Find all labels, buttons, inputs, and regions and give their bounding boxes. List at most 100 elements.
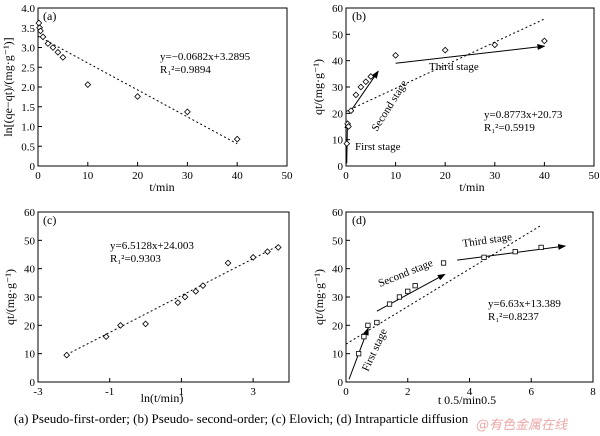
panel-b-ylabel: qt/(mg·g⁻¹) — [311, 59, 325, 115]
panel-b-ytick-label: 50 — [332, 29, 344, 41]
panel-a-xtick-label: 20 — [132, 170, 144, 182]
panel-b-ytick-label: 0 — [338, 161, 344, 173]
panel-b-ytick-label: 10 — [332, 135, 344, 147]
panel-d-xtick-label: 0 — [343, 386, 349, 398]
panel-b-ytick-label: 20 — [332, 108, 344, 120]
panel-b-data-point — [392, 52, 399, 59]
panel-a-ytick-label: 3.5 — [21, 23, 35, 35]
panel-b-data-point — [357, 83, 365, 91]
panel-c-data-point — [192, 287, 200, 295]
panel-d-equation: y=6.63x+13.389 — [488, 298, 561, 310]
watermark-text: @有色金属在线 — [476, 418, 568, 433]
panel-c-fit-line — [66, 245, 279, 356]
panel-a-xtick-label: 10 — [82, 170, 94, 182]
panel-a-xlabel: t/min — [149, 180, 174, 194]
panel-b-ytick-label: 60 — [332, 3, 344, 15]
panel-d-r2: R₁²=0.8237 — [488, 311, 539, 323]
panel-a-ytick-label: 4.0 — [21, 3, 35, 15]
panel-c-label: (c) — [43, 213, 56, 227]
panel-a-data-point — [37, 27, 44, 35]
panel-c-ytick-label: 60 — [24, 207, 36, 219]
panel-c-ytick-label: 20 — [24, 320, 36, 332]
panel-c-equation: y=6.5128x+24.003 — [110, 240, 194, 252]
panel-b-pseudo-second-order: (b) y=0.8773x+20.73 R₁²=0.5919 First sta… — [311, 3, 600, 194]
panel-b-fit-line — [345, 18, 545, 112]
panel-c-data-point — [181, 293, 189, 301]
panel-c-xtick-label: -3 — [33, 386, 43, 398]
panel-b-third-stage-label: Third stage — [429, 61, 479, 73]
panel-a-ytick-label: 3.0 — [21, 43, 35, 55]
panel-b-second-stage-label: Second stage — [369, 78, 410, 133]
panel-d-data-point — [412, 283, 418, 289]
panel-c-data-point — [63, 351, 71, 359]
panel-d-ylabel: qt/(mg·g⁻¹) — [312, 269, 326, 325]
panel-a-data-point — [84, 81, 92, 88]
panel-d-data-point — [512, 249, 518, 255]
panel-d-label: (d) — [352, 213, 366, 227]
panel-a-ytick-label: 2.0 — [21, 82, 35, 94]
panel-d-data-point — [374, 319, 380, 326]
panel-a-xtick-label: 0 — [35, 170, 41, 182]
panel-c-ytick-label: 10 — [24, 349, 36, 361]
panel-c-xtick-label: -1 — [105, 386, 114, 398]
panel-a-ylabel: ln[(qe−qt)/(mg·g⁻¹)] — [1, 37, 15, 136]
panel-d-ytick-label: 60 — [332, 207, 344, 219]
panel-d-ytick-label: 40 — [332, 264, 344, 276]
panel-d-ytick-label: 50 — [332, 235, 344, 247]
panel-d-data-point — [440, 260, 447, 266]
panel-a-data-point — [39, 33, 47, 41]
panel-b-data-point — [352, 91, 360, 99]
panel-a-data-point — [134, 93, 141, 100]
panel-a-data-point — [49, 44, 57, 51]
panel-d-xtick-label: 2 — [405, 386, 411, 398]
panel-a-data-point — [233, 135, 241, 143]
panel-b-data-point — [441, 46, 449, 54]
panel-d-xtick-label: 4 — [467, 386, 473, 398]
panel-a-ytick-label: 1.5 — [21, 102, 35, 114]
panel-b-stage-arrow-3 — [395, 44, 546, 64]
panel-a-data-point — [184, 108, 191, 116]
panel-c-data-point — [199, 282, 207, 290]
panel-d-stage-arrow-3 — [457, 243, 567, 261]
panel-b-xtick-label: 30 — [489, 170, 501, 182]
panel-b-stage-arrow-2 — [350, 70, 379, 111]
panel-a-data-point — [44, 40, 52, 47]
panel-c-frame — [37, 211, 290, 383]
panel-c-xlabel: ln(t/min) — [141, 391, 184, 405]
panel-c-data-point — [142, 320, 149, 328]
panel-a-data-point — [54, 48, 62, 56]
panel-b-first-stage-label: First stage — [355, 141, 401, 153]
panel-c-elovich: (c) y=6.5128x+24.003 R₁²=0.9303 ln(t/min… — [3, 207, 290, 405]
panel-b-data-point — [541, 37, 548, 45]
panel-a-data-point — [35, 19, 43, 27]
panel-a-xtick-label: 40 — [232, 170, 244, 182]
panel-a-label: (a) — [43, 9, 56, 23]
panel-d-data-point — [356, 351, 362, 357]
panel-b-data-point — [362, 78, 370, 86]
panel-c-data-point — [264, 248, 271, 256]
panel-d-data-point — [405, 288, 411, 294]
panel-a-data-point — [59, 54, 67, 61]
panel-b-xtick-label: 10 — [390, 170, 402, 182]
panel-b-data-point — [345, 123, 352, 130]
panel-d-ytick-label: 20 — [332, 320, 344, 332]
panel-c-data-point — [117, 321, 124, 329]
panel-d-data-point — [481, 254, 487, 260]
panel-d-ytick-label: 10 — [332, 349, 344, 361]
panel-c-data-point — [249, 253, 257, 261]
panel-b-data-point — [367, 73, 375, 80]
panel-b-data-point — [491, 41, 499, 49]
panel-d-xlabel: t 0.5/min0.5 — [438, 393, 496, 407]
panel-b-xtick-label: 0 — [343, 170, 349, 182]
panel-d-ytick-label: 0 — [338, 377, 344, 389]
panel-c-ytick-label: 50 — [24, 235, 36, 247]
panel-d-intraparticle-diffusion: (d) y=6.63x+13.389 R₁²=0.8237 First stag… — [312, 207, 596, 407]
panel-a-equation: y=−0.0682x+3.2895 — [160, 51, 251, 63]
panel-a-pseudo-first-order: (a) y=−0.0682x+3.2895 R₁²=0.9894 t/min l… — [1, 3, 293, 194]
panel-d-data-point — [396, 294, 403, 300]
panel-a-ytick-label: 0 — [30, 161, 36, 173]
panel-d-data-point — [365, 322, 371, 328]
panel-b-data-point — [347, 107, 355, 115]
panel-b-xtick-label: 50 — [589, 170, 600, 182]
panel-a-frame — [37, 7, 288, 167]
